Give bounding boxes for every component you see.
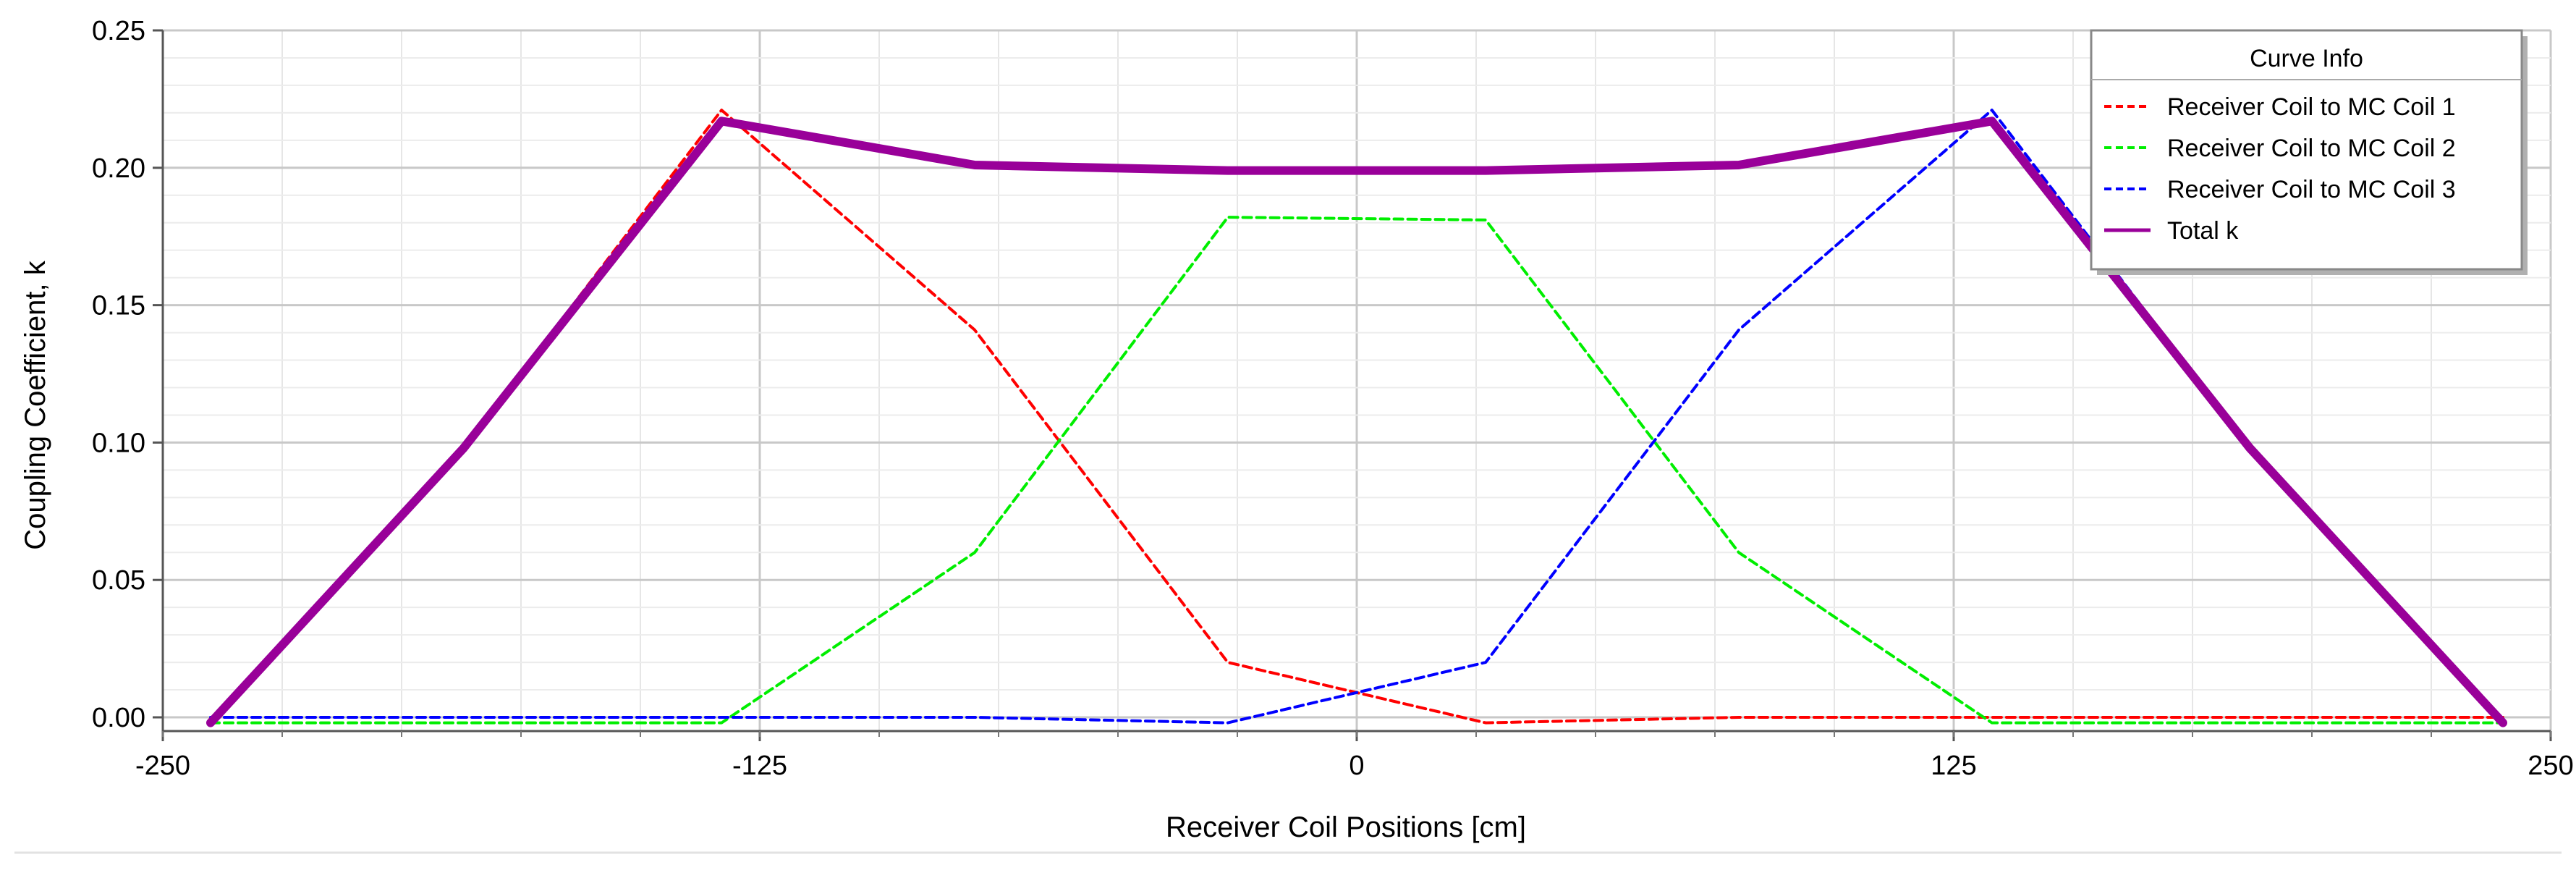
legend-label-4: Total k [2167, 217, 2239, 245]
series-line-2 [209, 216, 2504, 725]
series-line-4 [206, 117, 2507, 727]
x-tick-label: -250 [135, 751, 190, 781]
legend-label-1: Receiver Coil to MC Coil 1 [2167, 93, 2456, 121]
y-tick-label: 0.20 [92, 153, 145, 184]
legend-label-2: Receiver Coil to MC Coil 2 [2167, 135, 2456, 162]
x-tick-label: -125 [732, 751, 787, 781]
y-tick-label: 0.10 [92, 428, 145, 458]
legend-box [2090, 29, 2523, 271]
x-tick-label: 250 [2528, 751, 2573, 781]
axes: -250 -125 0 125 250 0.00 0.05 0.10 0.15 0.20 0.25 [92, 16, 2574, 781]
y-tick-label: 0.05 [92, 565, 145, 596]
x-tick-label: 0 [1349, 751, 1364, 781]
y-tick-label: 0.15 [92, 291, 145, 321]
y-axis-label: Coupling Coefficient, k [20, 260, 51, 549]
y-tick-label: 0.25 [92, 16, 145, 46]
y-tick-label: 0.00 [92, 703, 145, 733]
legend-label-3: Receiver Coil to MC Coil 3 [2167, 176, 2456, 203]
legend: Curve Info Receiver Coil to MC Coil 1 Rece… [2090, 29, 2528, 275]
x-tick-label: 125 [1931, 751, 1976, 781]
plot-series [206, 109, 2507, 727]
x-axis-label: Receiver Coil Positions [cm] [1166, 811, 1526, 843]
legend-title: Curve Info [2250, 45, 2363, 72]
